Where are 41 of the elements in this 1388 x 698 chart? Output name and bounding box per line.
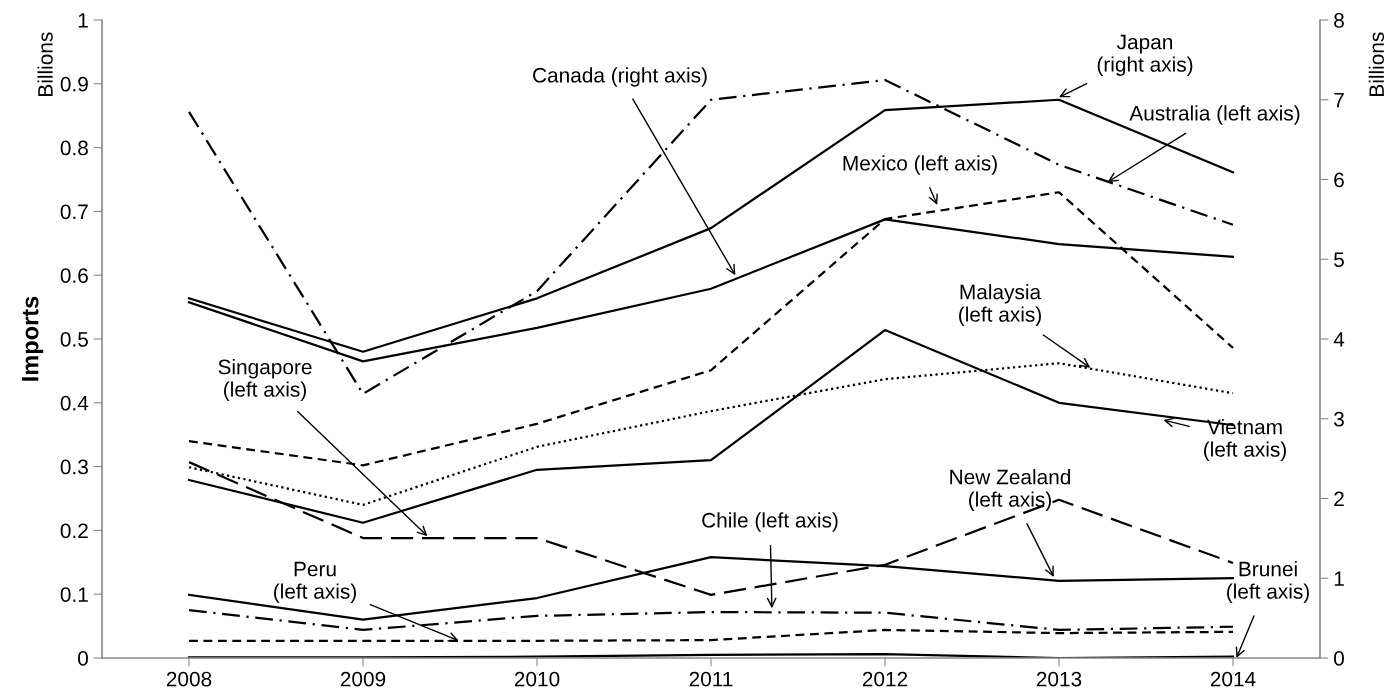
y2-tick-label: 8 xyxy=(1334,13,1344,28)
text: Billions xyxy=(37,32,53,96)
y-tick-label: 0 xyxy=(78,651,88,666)
y-tick-label: 0.9 xyxy=(60,76,88,92)
y2-tick-label: 4 xyxy=(1333,332,1345,347)
y2-tick-label: 1 xyxy=(1334,571,1344,586)
y-tick-label: 0.7 xyxy=(60,204,88,220)
y2-tick-label: 5 xyxy=(1334,252,1344,267)
x-tick-label: 2012 xyxy=(862,671,908,687)
annotation: Peru (left axis) xyxy=(274,561,356,603)
annotation: Chile (left axis) xyxy=(702,512,838,532)
annotation: Brunei (left axis) xyxy=(1227,561,1309,603)
y2-tick-label: 6 xyxy=(1334,172,1344,188)
y2-tick-label: 2 xyxy=(1334,491,1344,507)
annotation: Malaysia (left axis) xyxy=(959,284,1042,326)
y-tick-label: 0.4 xyxy=(60,395,89,411)
x-tick-label: 2008 xyxy=(166,671,212,687)
x-tick-label: 2013 xyxy=(1036,671,1082,687)
y2-axis-title: Billions xyxy=(1368,32,1385,96)
y-tick-label: 0.5 xyxy=(60,332,88,347)
annotation: Vietnam (left axis) xyxy=(1204,419,1286,461)
annotation: Canada (right axis) xyxy=(533,67,707,87)
y2-tick-label: 7 xyxy=(1334,92,1344,108)
y-tick-label: 0.8 xyxy=(60,140,88,156)
y2-tick-label: 0 xyxy=(1334,651,1344,666)
x-tick-label: 2014 xyxy=(1210,671,1256,687)
y-tick-label: 0.6 xyxy=(60,268,88,283)
annotation: Mexico (left axis) xyxy=(843,155,997,175)
y-tick-label: 0.1 xyxy=(60,587,88,602)
y-tick-label: 0.3 xyxy=(60,459,88,475)
x-tick-label: 2010 xyxy=(514,671,560,687)
y-tick-label: 0.2 xyxy=(60,523,88,539)
y-axis-title: Imports xyxy=(22,296,44,381)
annotation: New Zealand (left axis) xyxy=(950,469,1071,511)
annotation: Japan (right axis) xyxy=(1097,34,1193,76)
y-tick-label: 1 xyxy=(78,13,88,28)
x-tick-label: 2011 xyxy=(689,671,733,687)
y2-tick-label: 3 xyxy=(1333,411,1344,427)
annotation: Singapore (left axis) xyxy=(218,359,312,401)
annotation: Australia (left axis) xyxy=(1129,105,1300,125)
x-tick-label: 2009 xyxy=(340,671,386,687)
